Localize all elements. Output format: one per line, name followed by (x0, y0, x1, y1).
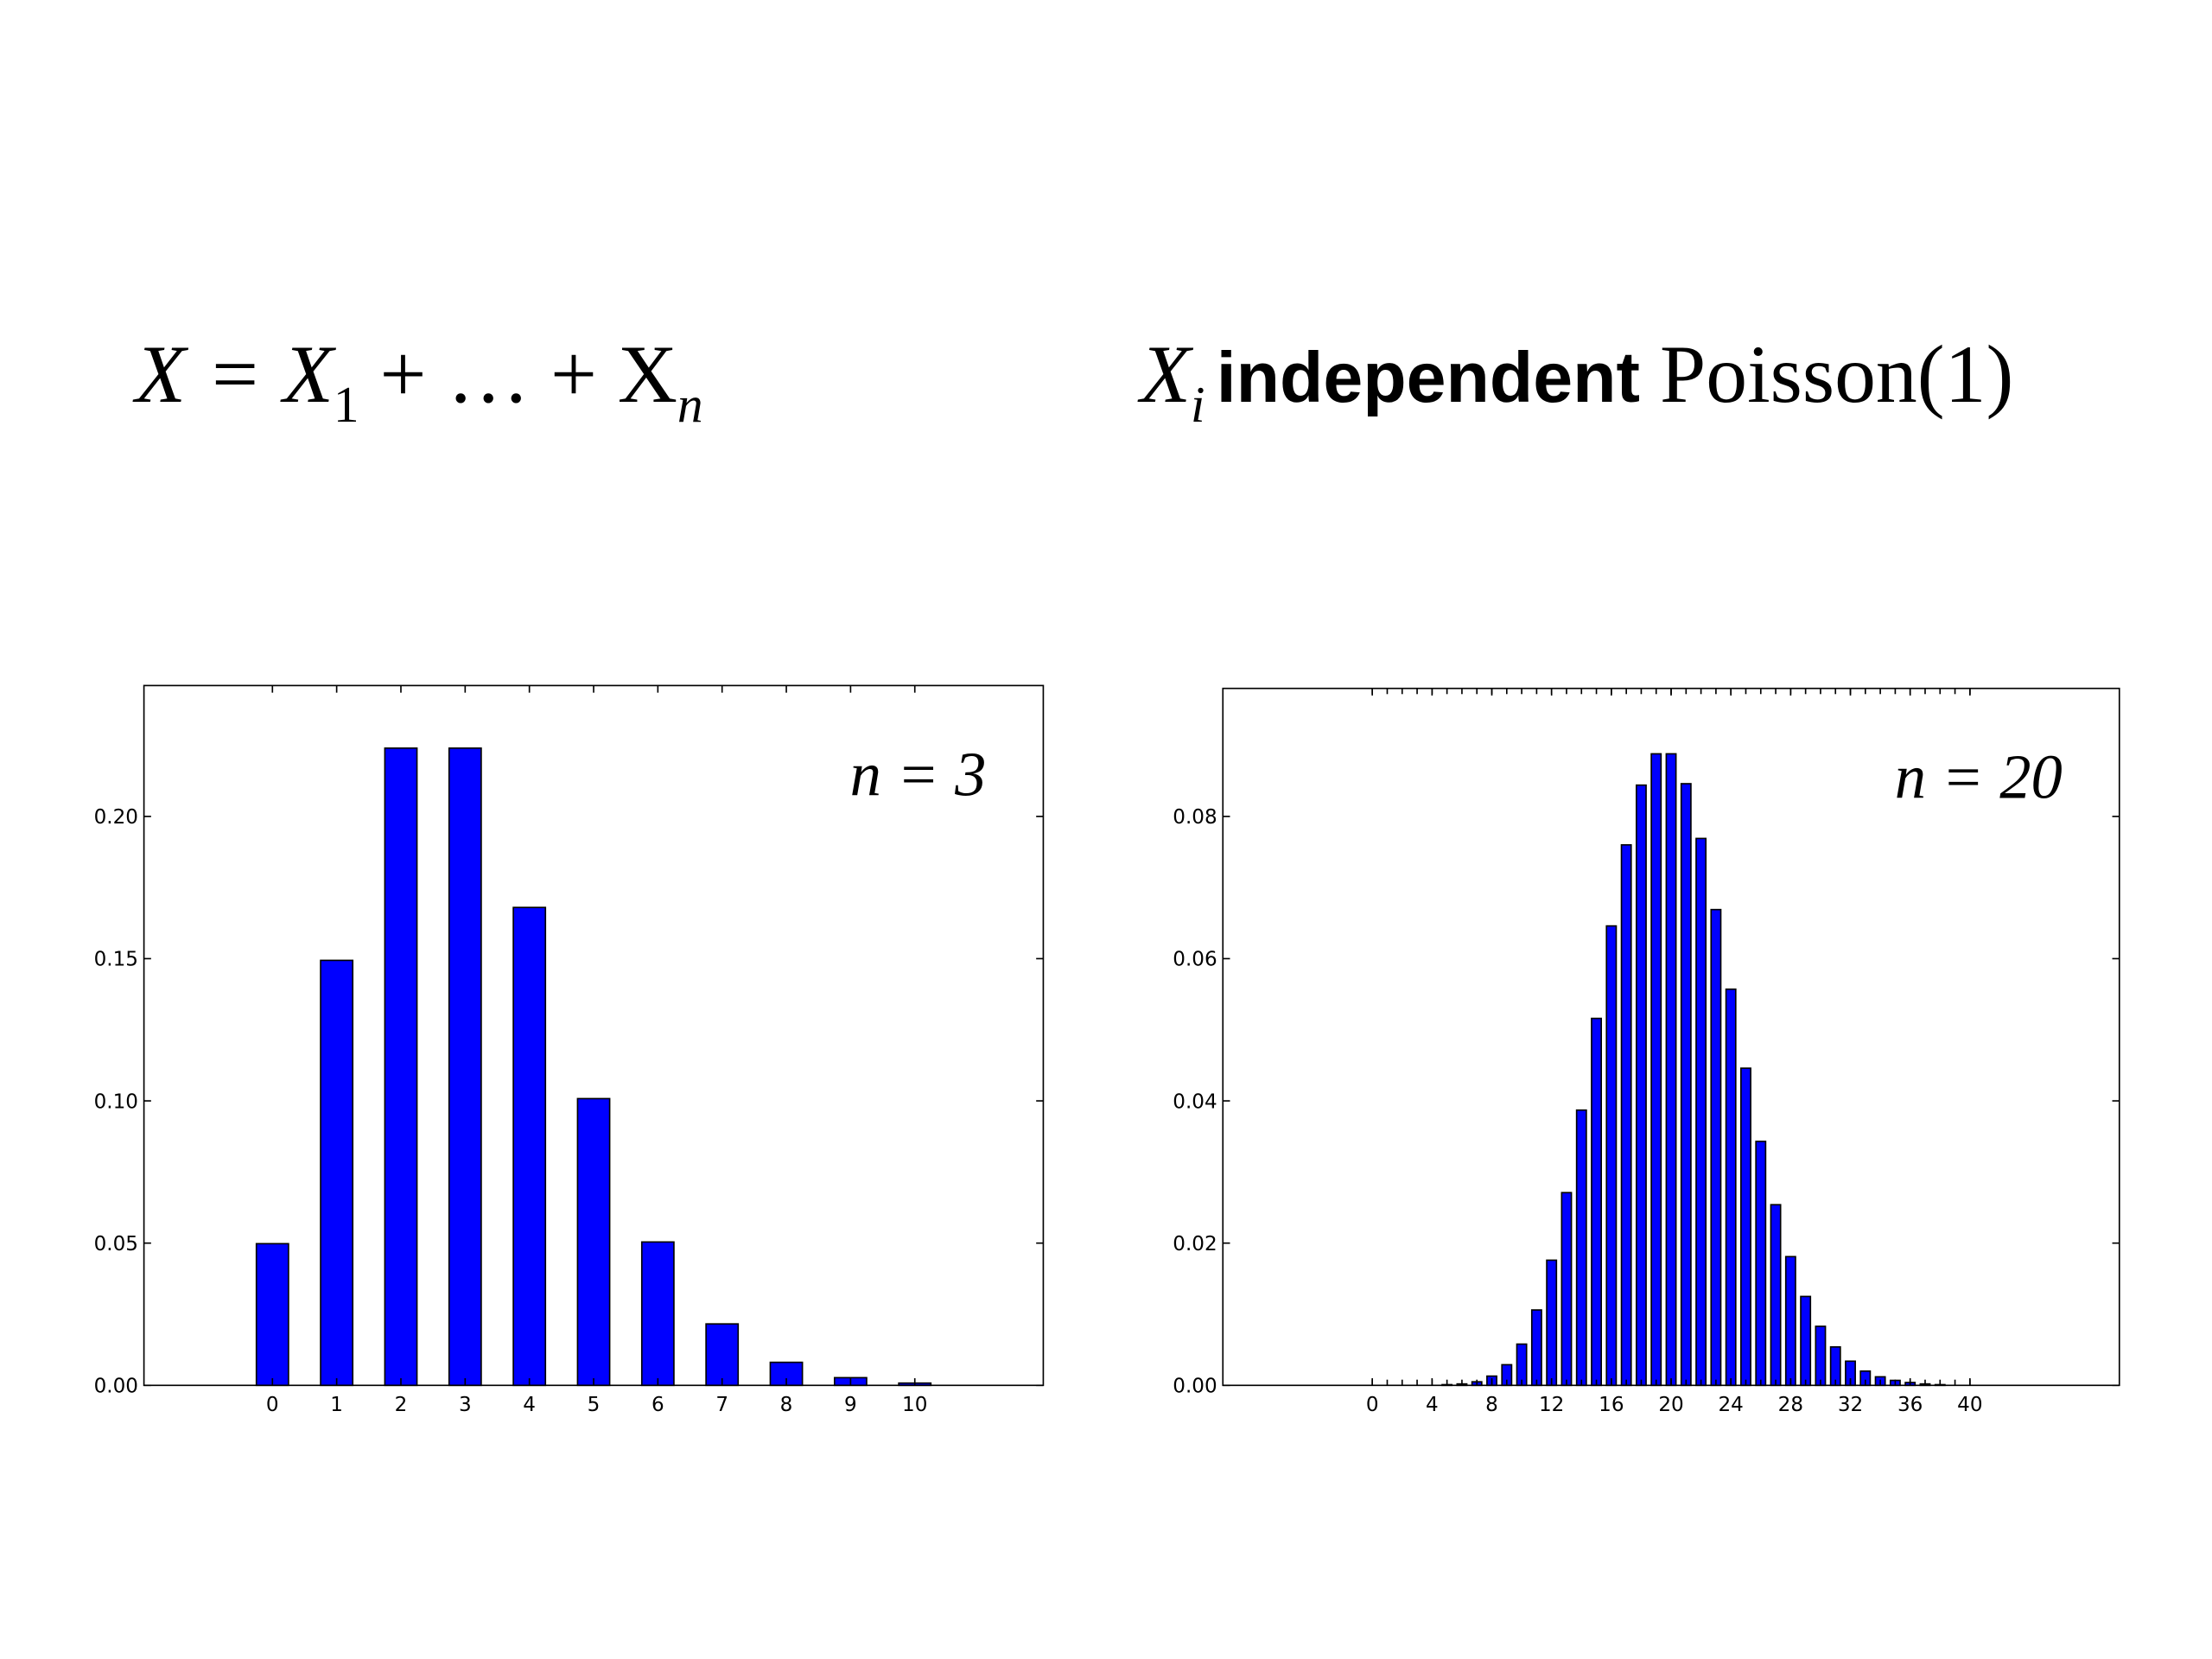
formula-part: X = X (132, 328, 337, 420)
formula-word: independent (1217, 338, 1640, 417)
left-formula: X = X1 + … + Xn (132, 328, 703, 433)
y-tick-label: 0.15 (94, 949, 138, 971)
formula-part: X (1137, 328, 1194, 420)
bar (1546, 1259, 1558, 1387)
formula-part: + … + X (359, 328, 677, 420)
bar (705, 1323, 740, 1387)
y-tick-label: 0.20 (94, 806, 138, 829)
x-tick-label: 40 (1957, 1394, 1982, 1416)
bar (1605, 925, 1618, 1387)
annotation: n = 20 (1895, 742, 2063, 812)
x-tick-label: 4 (523, 1394, 536, 1416)
y-tick-label: 0.10 (94, 1090, 138, 1113)
x-tick-label: 0 (1366, 1394, 1379, 1416)
x-tick-label: 6 (652, 1394, 664, 1416)
bar (1665, 753, 1677, 1387)
bar (1725, 988, 1737, 1387)
bar (1815, 1325, 1827, 1387)
y-tick-label: 0.04 (1173, 1090, 1217, 1113)
chart: 0.00 0.05 0.10 0.15 0.20 0 1 2 3 4 5 6 7 8 9 10 n = 3 (94, 684, 1045, 1416)
y-tick-label: 0.06 (1173, 949, 1217, 971)
bar (1635, 784, 1647, 1387)
x-tick-label: 28 (1778, 1394, 1803, 1416)
x-tick-label: 20 (1658, 1394, 1683, 1416)
bar (1650, 753, 1662, 1387)
y-tick-label: 0.02 (1173, 1233, 1217, 1255)
bar (1800, 1295, 1812, 1387)
bar (255, 1243, 289, 1387)
bar (1829, 1346, 1841, 1387)
y-tick-label: 0.00 (94, 1376, 138, 1398)
x-tick-label: 5 (588, 1394, 601, 1416)
x-tick-label: 8 (1485, 1394, 1498, 1416)
annotation: n = 3 (850, 739, 987, 809)
formula-subscript: n (677, 376, 703, 433)
x-tick-label: 4 (1426, 1394, 1439, 1416)
bar (384, 747, 418, 1387)
chart: 0.00 0.02 0.04 0.06 0.08 0 4 8 12 16 20 24 28 32 36 40 n… (1173, 687, 2120, 1416)
x-tick-label: 1 (330, 1394, 343, 1416)
bar (1680, 783, 1692, 1387)
bar (1784, 1255, 1796, 1387)
bar (1755, 1141, 1767, 1387)
bar (1695, 837, 1707, 1387)
x-tick-label: 32 (1838, 1394, 1863, 1416)
y-tick-label: 0.08 (1173, 806, 1217, 829)
x-tick-label: 24 (1719, 1394, 1744, 1416)
bar (1516, 1343, 1528, 1387)
bar (1770, 1204, 1782, 1387)
bar (512, 906, 547, 1387)
bar (1575, 1109, 1587, 1387)
bar (576, 1097, 611, 1387)
x-tick-label: 16 (1599, 1394, 1624, 1416)
x-tick-label: 3 (459, 1394, 472, 1416)
right-formula: Xi independent Poisson(1) (1137, 328, 2014, 433)
formula-subscript: i (1191, 376, 1205, 433)
y-tick-label: 0.05 (94, 1233, 138, 1255)
bar (640, 1241, 675, 1387)
x-tick-label: 8 (780, 1394, 793, 1416)
x-tick-label: 9 (844, 1394, 857, 1416)
x-tick-label: 36 (1897, 1394, 1923, 1416)
x-tick-label: 12 (1539, 1394, 1564, 1416)
bar (1530, 1309, 1542, 1387)
bar (1591, 1017, 1603, 1387)
x-tick-label: 0 (266, 1394, 279, 1416)
x-tick-label: 7 (715, 1394, 728, 1416)
x-tick-label: 10 (902, 1394, 927, 1416)
formula-part: Poisson(1) (1660, 328, 2013, 420)
bar (1560, 1192, 1573, 1387)
bar (1710, 908, 1722, 1387)
formula-subscript: 1 (334, 376, 359, 433)
x-tick-label: 2 (395, 1394, 408, 1416)
bar (320, 959, 354, 1387)
bar (1620, 843, 1632, 1387)
bar (1740, 1067, 1751, 1387)
y-tick-label: 0.00 (1173, 1376, 1217, 1398)
bar (448, 747, 482, 1387)
